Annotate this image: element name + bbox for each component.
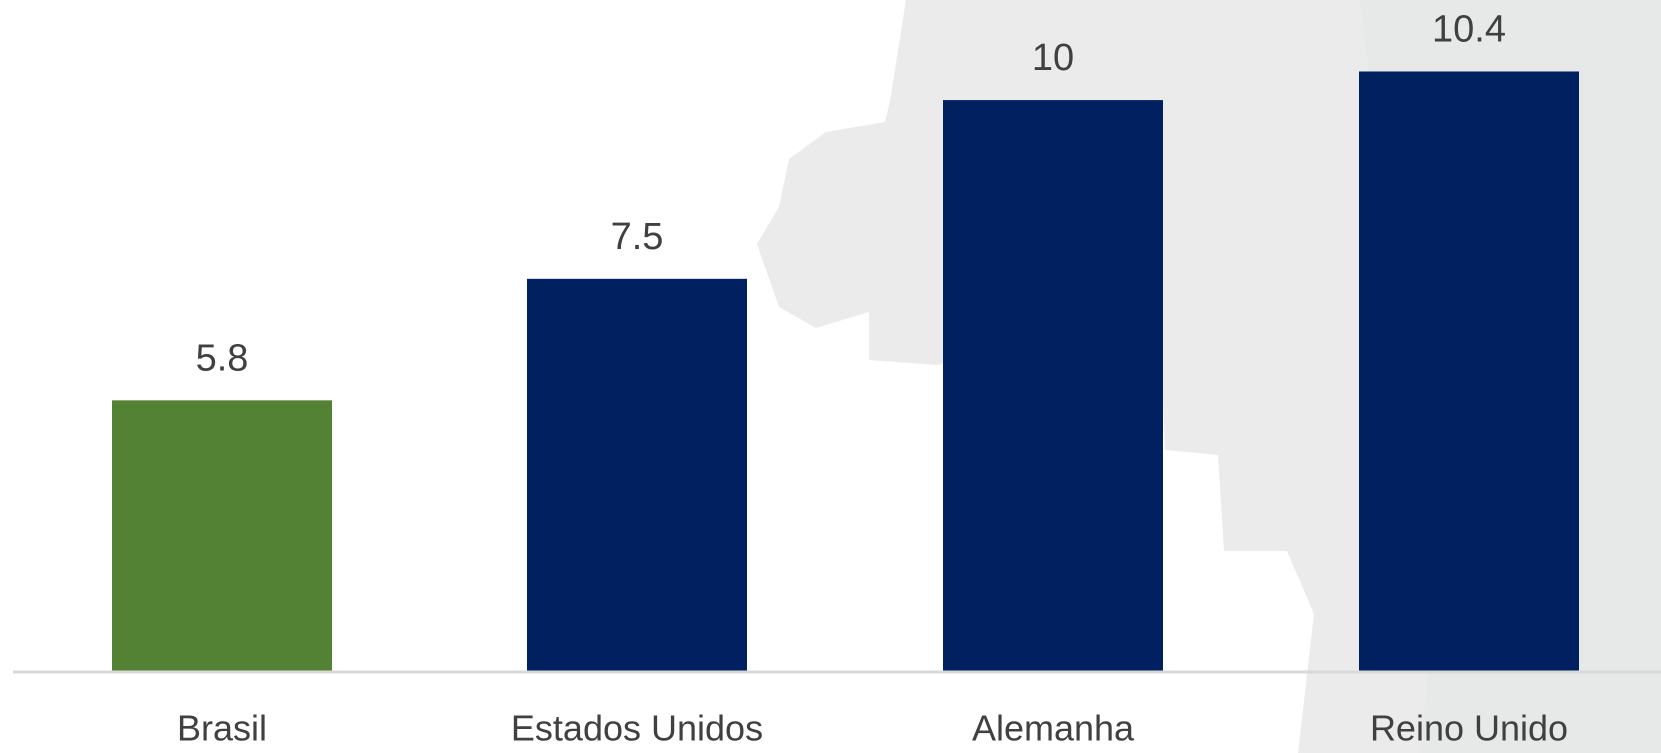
x-tick-label: Estados Unidos (511, 708, 763, 749)
data-label: 5.8 (196, 337, 249, 379)
x-tick-label: Brasil (177, 708, 267, 749)
data-label: 10 (1032, 37, 1074, 79)
bar (1359, 71, 1579, 672)
data-label: 7.5 (611, 216, 664, 258)
bar (527, 278, 747, 672)
x-tick-label: Reino Unido (1370, 708, 1568, 749)
x-tick-label: Alemanha (972, 708, 1135, 749)
bar (112, 400, 332, 672)
data-label: 10.4 (1432, 9, 1506, 51)
bar (943, 100, 1163, 673)
